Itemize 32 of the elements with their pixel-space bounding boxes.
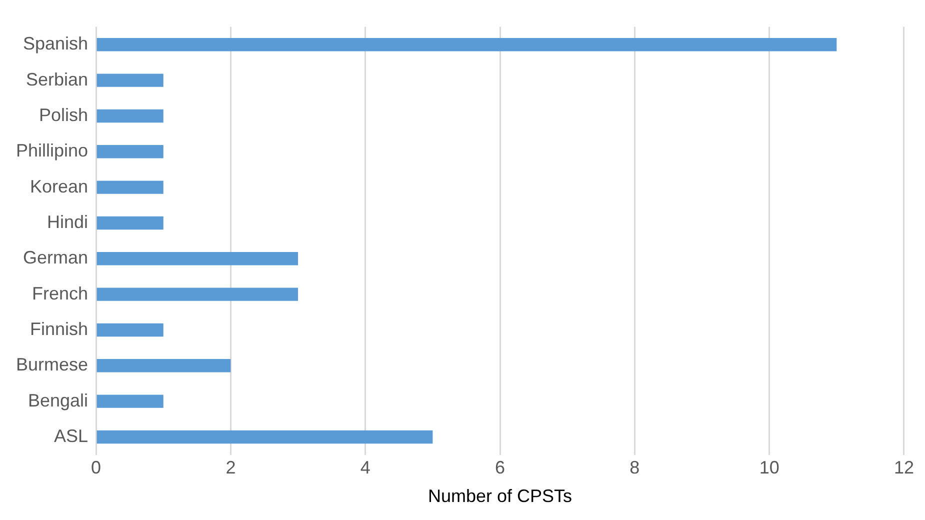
x-axis-title: Number of CPSTs xyxy=(428,486,572,506)
x-tick-label: 0 xyxy=(91,458,102,478)
y-tick-label: Polish xyxy=(39,104,88,125)
y-tick-label: Hindi xyxy=(47,212,88,232)
y-tick-label: Phillipino xyxy=(16,140,88,161)
y-tick-label: Korean xyxy=(30,176,88,196)
bar xyxy=(96,252,298,266)
x-tick-label: 10 xyxy=(759,458,780,478)
x-tick-label: 2 xyxy=(226,458,236,478)
bar xyxy=(96,180,164,194)
bar xyxy=(96,109,164,123)
x-tick-label: 8 xyxy=(630,458,640,478)
x-tick-label: 12 xyxy=(894,458,914,478)
y-tick-label: Burmese xyxy=(16,354,88,375)
x-tick-label: 4 xyxy=(360,458,370,478)
y-tick-label: Bengali xyxy=(28,390,88,410)
bar xyxy=(96,288,298,301)
y-tick-label: German xyxy=(23,248,88,268)
y-tick-label: Serbian xyxy=(26,69,88,90)
bar xyxy=(96,359,231,372)
bar xyxy=(96,394,164,408)
bar xyxy=(96,430,433,444)
bar xyxy=(96,323,164,337)
y-tick-label: French xyxy=(32,283,88,304)
bar xyxy=(96,145,164,158)
y-tick-label: Finnish xyxy=(30,318,88,339)
y-tick-label: Spanish xyxy=(22,34,88,54)
y-tick-label: ASL xyxy=(54,426,88,446)
bar xyxy=(96,38,837,52)
bar xyxy=(96,74,164,87)
bar xyxy=(96,216,164,230)
x-tick-label: 6 xyxy=(495,458,506,478)
